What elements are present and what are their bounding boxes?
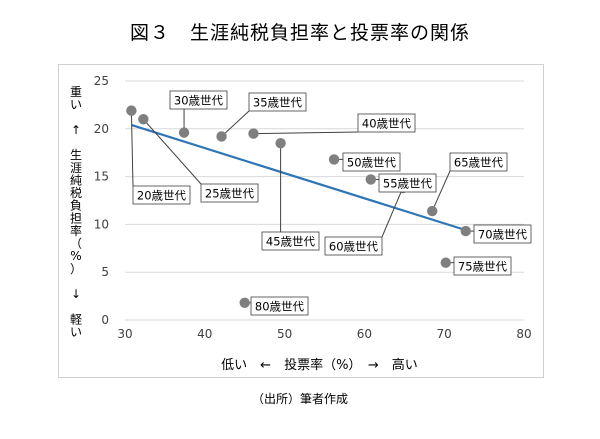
data-label-box	[200, 183, 259, 203]
y-tick-label: 10	[94, 217, 109, 231]
trend-line	[131, 123, 467, 232]
data-label-box	[453, 256, 512, 276]
data-label: 60歳世代	[329, 240, 379, 254]
y-axis-title-char: 重	[70, 85, 82, 99]
data-point	[365, 174, 376, 185]
y-axis-title-char: 軽	[70, 312, 82, 326]
data-label: 35歳世代	[253, 96, 303, 110]
data-label: 75歳世代	[458, 260, 508, 274]
data-point	[178, 127, 190, 138]
leader-line	[130, 110, 134, 187]
x-tick-label: 50	[277, 327, 292, 341]
y-axis-title-char: 担	[70, 211, 82, 225]
y-tick-label: 15	[94, 170, 109, 184]
y-tick-label: 5	[101, 265, 109, 279]
y-tick-label: 20	[94, 122, 109, 136]
data-point	[275, 137, 286, 149]
leader-line	[142, 118, 202, 185]
y-tick-label: 0	[101, 313, 109, 327]
data-label-box	[250, 296, 309, 316]
data-label-box	[357, 113, 416, 133]
data-point	[328, 154, 340, 165]
y-axis-title-char: 純	[70, 173, 82, 187]
x-tick-label: 80	[516, 327, 531, 341]
chart-frame	[58, 64, 544, 378]
data-label-box	[378, 173, 437, 193]
y-tick-label: 25	[94, 74, 109, 88]
source-note: （出所）筆者作成	[251, 392, 348, 406]
data-label: 30歳世代	[174, 94, 224, 108]
data-label: 20歳世代	[137, 189, 187, 203]
y-axis-title-char: い	[70, 325, 82, 339]
x-tick-label: 60	[357, 327, 372, 341]
leader-line	[253, 131, 359, 135]
data-label: 70歳世代	[478, 228, 528, 242]
y-axis-title-char: %	[70, 249, 81, 263]
x-axis-title: 低い ← 投票率（%） → 高い	[221, 357, 418, 373]
y-axis-title-char: い	[70, 98, 82, 112]
data-point	[216, 131, 227, 142]
y-axis-title-char: 税	[70, 186, 82, 200]
data-label-box	[261, 231, 320, 251]
data-point	[460, 225, 471, 237]
leader-line	[431, 170, 451, 212]
data-label: 55歳世代	[383, 177, 433, 191]
data-point	[248, 128, 259, 139]
y-axis-title-char: 生	[70, 148, 82, 162]
data-label-box	[449, 152, 508, 172]
y-axis-title-char: 率	[70, 223, 82, 238]
y-axis-title-char: 負	[70, 199, 82, 213]
y-axis-title-char: ↑	[71, 123, 81, 137]
data-label-box	[132, 185, 191, 205]
data-label-box	[248, 92, 307, 112]
x-tick-label: 30	[117, 327, 132, 341]
data-point	[239, 297, 250, 308]
leader-line	[221, 110, 250, 137]
data-label: 50歳世代	[347, 156, 397, 170]
data-label-box	[169, 90, 228, 110]
data-label: 65歳世代	[454, 156, 504, 170]
x-tick-label: 70	[437, 327, 452, 341]
data-label: 80歳世代	[255, 300, 305, 314]
data-label-box	[342, 152, 401, 172]
y-axis-title-char: ↓	[71, 287, 81, 301]
y-axis-title-char: 涯	[70, 161, 82, 175]
data-label: 25歳世代	[205, 187, 255, 201]
data-point	[138, 114, 149, 125]
y-axis-title-char: ）	[70, 262, 82, 276]
leader-line	[381, 187, 404, 238]
data-label-box	[473, 224, 532, 244]
chart-title: 図３ 生涯純税負担率と投票率の関係	[129, 22, 470, 44]
y-axis-title-char: （	[70, 237, 82, 251]
data-label-box	[324, 236, 383, 256]
data-point	[440, 257, 451, 268]
x-tick-label: 40	[197, 327, 212, 341]
data-label: 40歳世代	[362, 117, 412, 131]
data-point	[427, 205, 438, 217]
data-label: 45歳世代	[266, 235, 316, 249]
data-point	[126, 105, 137, 116]
